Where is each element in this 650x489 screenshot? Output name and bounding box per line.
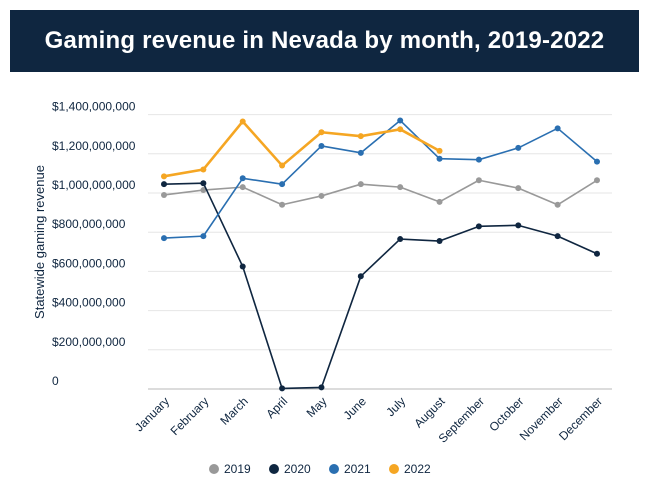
series-line	[163, 120, 441, 178]
data-point	[239, 175, 246, 182]
legend: 2019 2020 2021 2022	[209, 462, 431, 476]
data-point	[200, 233, 207, 240]
series-line	[163, 119, 598, 239]
title-bar: Gaming revenue in Nevada by month, 2019-…	[10, 10, 639, 72]
y-tick-label: $1,000,000,000	[52, 178, 136, 192]
data-point	[161, 191, 167, 198]
data-point	[436, 198, 443, 205]
legend-item-2020: 2020	[269, 462, 311, 476]
x-tick-label: December	[556, 394, 605, 443]
y-axis-title: Statewide gaming revenue	[32, 165, 47, 319]
data-point	[357, 273, 364, 280]
data-point	[239, 263, 246, 270]
x-tick-label: May	[304, 394, 330, 420]
data-point	[279, 162, 286, 169]
x-tick-label: August	[411, 394, 448, 431]
legend-swatch	[209, 464, 219, 474]
x-tick-label: January	[132, 394, 172, 434]
data-point	[357, 133, 364, 140]
x-tick-label: February	[168, 394, 212, 438]
x-tick-label: March	[217, 394, 250, 427]
y-tick-label: $600,000,000	[52, 256, 126, 270]
data-point	[515, 185, 522, 192]
data-point	[357, 181, 364, 188]
data-point	[594, 177, 600, 184]
legend-item-2022: 2022	[389, 462, 431, 476]
legend-swatch	[269, 464, 279, 474]
data-point	[279, 201, 286, 208]
data-point	[239, 118, 246, 125]
legend-label: 2019	[224, 462, 251, 476]
x-tick-label: April	[263, 394, 290, 421]
data-point	[475, 156, 482, 163]
data-point	[554, 201, 561, 208]
data-point	[554, 125, 561, 132]
data-point	[436, 238, 443, 245]
data-point	[397, 184, 404, 191]
legend-label: 2020	[284, 462, 311, 476]
legend-label: 2022	[404, 462, 431, 476]
y-tick-label: 0	[52, 374, 59, 388]
series-lines	[161, 117, 600, 392]
data-point	[397, 236, 404, 243]
legend-label: 2021	[344, 462, 371, 476]
y-tick-label: $400,000,000	[52, 296, 126, 310]
y-tick-label: $200,000,000	[52, 335, 126, 349]
data-point	[318, 384, 325, 391]
data-point	[515, 222, 522, 229]
y-tick-label: $1,400,000,000	[52, 100, 136, 114]
y-tick-label: $1,200,000,000	[52, 139, 136, 153]
data-point	[475, 223, 482, 230]
data-point	[594, 250, 600, 257]
data-point	[318, 129, 325, 136]
legend-item-2019: 2019	[209, 462, 251, 476]
data-point	[436, 147, 443, 154]
series-line	[163, 182, 598, 390]
data-point	[239, 184, 246, 191]
data-point	[397, 117, 404, 124]
x-tick-label: June	[341, 394, 370, 423]
data-point	[200, 187, 207, 194]
data-point	[594, 158, 600, 165]
data-point	[161, 173, 167, 180]
data-point	[554, 233, 561, 240]
data-point	[397, 126, 404, 133]
series-2022	[161, 118, 443, 180]
gridlines	[148, 114, 612, 390]
data-point	[200, 180, 207, 187]
series-2021	[161, 117, 600, 242]
data-point	[475, 177, 482, 184]
x-tick-label: July	[383, 394, 408, 419]
data-point	[279, 385, 286, 392]
legend-item-2021: 2021	[329, 462, 371, 476]
y-tick-label: $800,000,000	[52, 217, 126, 231]
data-point	[357, 149, 364, 156]
legend-swatch	[389, 464, 399, 474]
data-point	[161, 181, 167, 188]
series-2020	[161, 180, 600, 392]
chart-title: Gaming revenue in Nevada by month, 2019-…	[44, 27, 605, 54]
legend-swatch	[329, 464, 339, 474]
y-axis-ticks: 0 $200,000,000 $400,000,000 $600,000,000 $80…	[52, 100, 136, 388]
x-tick-label: October	[486, 394, 526, 434]
data-point	[436, 155, 443, 162]
data-point	[515, 144, 522, 151]
data-point	[200, 166, 207, 173]
data-point	[279, 181, 286, 188]
data-point	[318, 142, 325, 149]
data-point	[318, 192, 325, 199]
data-point	[161, 235, 167, 242]
